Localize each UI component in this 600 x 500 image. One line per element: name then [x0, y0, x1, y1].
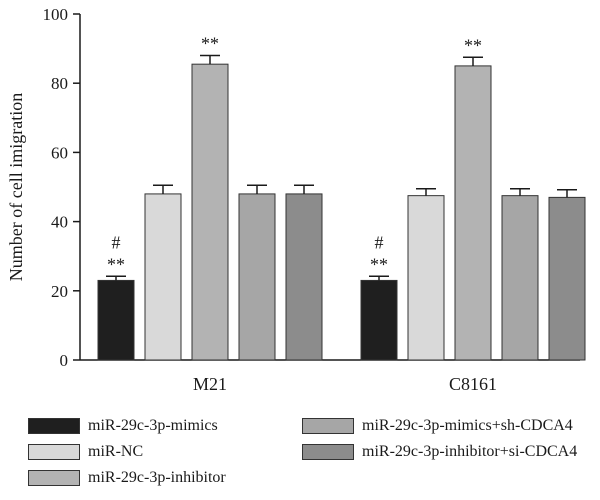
bar	[407, 195, 445, 361]
significance-marker: #	[375, 232, 384, 252]
bar	[191, 63, 229, 361]
y-tick-label: 80	[51, 74, 68, 93]
significance-marker: #	[112, 232, 121, 252]
y-tick-label: 40	[51, 213, 68, 232]
bar	[501, 195, 539, 361]
x-category-label: M21	[193, 374, 227, 394]
significance-marker: **	[464, 35, 482, 55]
y-tick-label: 60	[51, 143, 68, 162]
significance-marker: **	[107, 254, 125, 274]
significance-marker: **	[370, 254, 388, 274]
y-axis-label: Number of cell imigration	[6, 93, 26, 281]
bar	[360, 279, 398, 361]
bar	[238, 193, 276, 361]
y-tick-label: 100	[43, 5, 69, 24]
x-category-label: C8161	[449, 374, 497, 394]
bar	[285, 193, 323, 361]
significance-marker: **	[201, 34, 219, 54]
bar	[548, 196, 586, 361]
bar	[97, 279, 135, 361]
bar	[144, 193, 182, 361]
y-tick-label: 0	[60, 351, 69, 370]
bar	[454, 65, 492, 361]
y-tick-label: 20	[51, 282, 68, 301]
